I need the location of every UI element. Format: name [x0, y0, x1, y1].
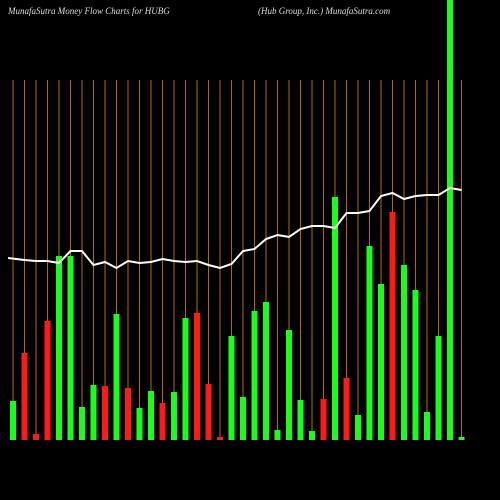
bar: [159, 403, 166, 440]
bar: [10, 401, 16, 440]
chart-title: MunafaSutra Money Flow Charts for HUBG: [7, 6, 170, 16]
bar: [424, 412, 430, 440]
bar: [435, 336, 442, 440]
bar: [447, 0, 453, 440]
bar: [217, 437, 223, 440]
bar: [309, 431, 315, 440]
bar: [401, 265, 407, 440]
bar: [332, 197, 338, 440]
price-line: [7, 186, 462, 270]
bar: [33, 434, 39, 440]
bar: [366, 246, 373, 440]
bar: [251, 311, 258, 440]
bar: [240, 397, 246, 440]
bar: [263, 302, 269, 440]
bar: [389, 212, 396, 440]
bar: [171, 392, 177, 440]
bar: [355, 415, 361, 440]
bar: [378, 284, 384, 440]
bar: [125, 388, 131, 440]
bar: [286, 330, 292, 440]
bar: [228, 336, 235, 440]
bar: [297, 400, 304, 440]
bar: [102, 386, 108, 440]
bar: [182, 318, 189, 440]
bar: [458, 437, 465, 440]
bar: [205, 384, 212, 440]
bar: [412, 290, 419, 440]
bar: [343, 378, 350, 440]
bar: [67, 256, 74, 440]
bar: [194, 313, 200, 440]
bar: [56, 256, 62, 440]
bar: [21, 353, 28, 440]
bar: [274, 430, 281, 440]
bar: [320, 399, 327, 440]
bar: [136, 408, 143, 440]
bar: [148, 391, 154, 440]
bar: [79, 407, 85, 440]
chart-subtitle: (Hub Group, Inc.) MunafaSutra.com: [258, 6, 391, 16]
bar: [113, 314, 120, 440]
bar: [90, 385, 97, 440]
bar: [44, 321, 51, 440]
